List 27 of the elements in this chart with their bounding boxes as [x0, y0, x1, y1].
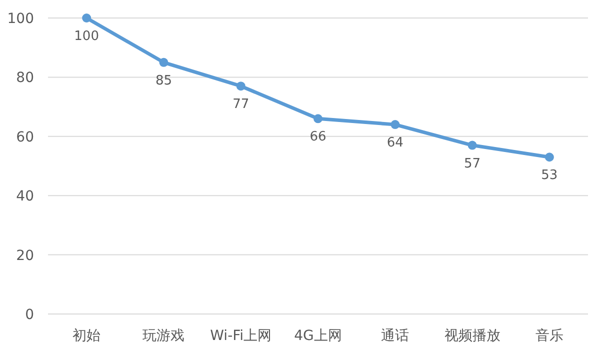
data-label: 85	[155, 73, 172, 88]
point	[236, 82, 246, 91]
point	[390, 120, 400, 130]
y-tick-label: 20	[16, 248, 34, 264]
data-label: 57	[464, 156, 481, 172]
x-tick-label: 4G上网	[294, 328, 342, 344]
x-tick-label: 通话	[381, 328, 410, 344]
point	[314, 114, 322, 124]
x-tick-label: 音乐	[535, 328, 564, 344]
data-label: 64	[386, 136, 404, 151]
point	[159, 58, 168, 67]
y-tick-label: 40	[16, 188, 34, 205]
data-label: 53	[541, 168, 558, 184]
point	[468, 140, 477, 150]
data-label: 77	[232, 97, 250, 112]
x-tick-label: Wi-Fi上网	[210, 328, 272, 344]
data-label: 100	[74, 29, 99, 44]
data-label: 66	[310, 130, 326, 145]
x-tick-label: 初始	[72, 328, 101, 344]
y-tick-label: 80	[16, 70, 34, 86]
x-tick-label: 视频播放	[444, 328, 500, 344]
point	[82, 14, 92, 22]
x-tick-label: 玩游戏	[142, 328, 185, 344]
y-tick-label: 60	[16, 129, 34, 146]
y-tick-label: 0	[25, 307, 34, 323]
y-tick-label: 100	[7, 11, 34, 27]
point	[544, 152, 554, 162]
